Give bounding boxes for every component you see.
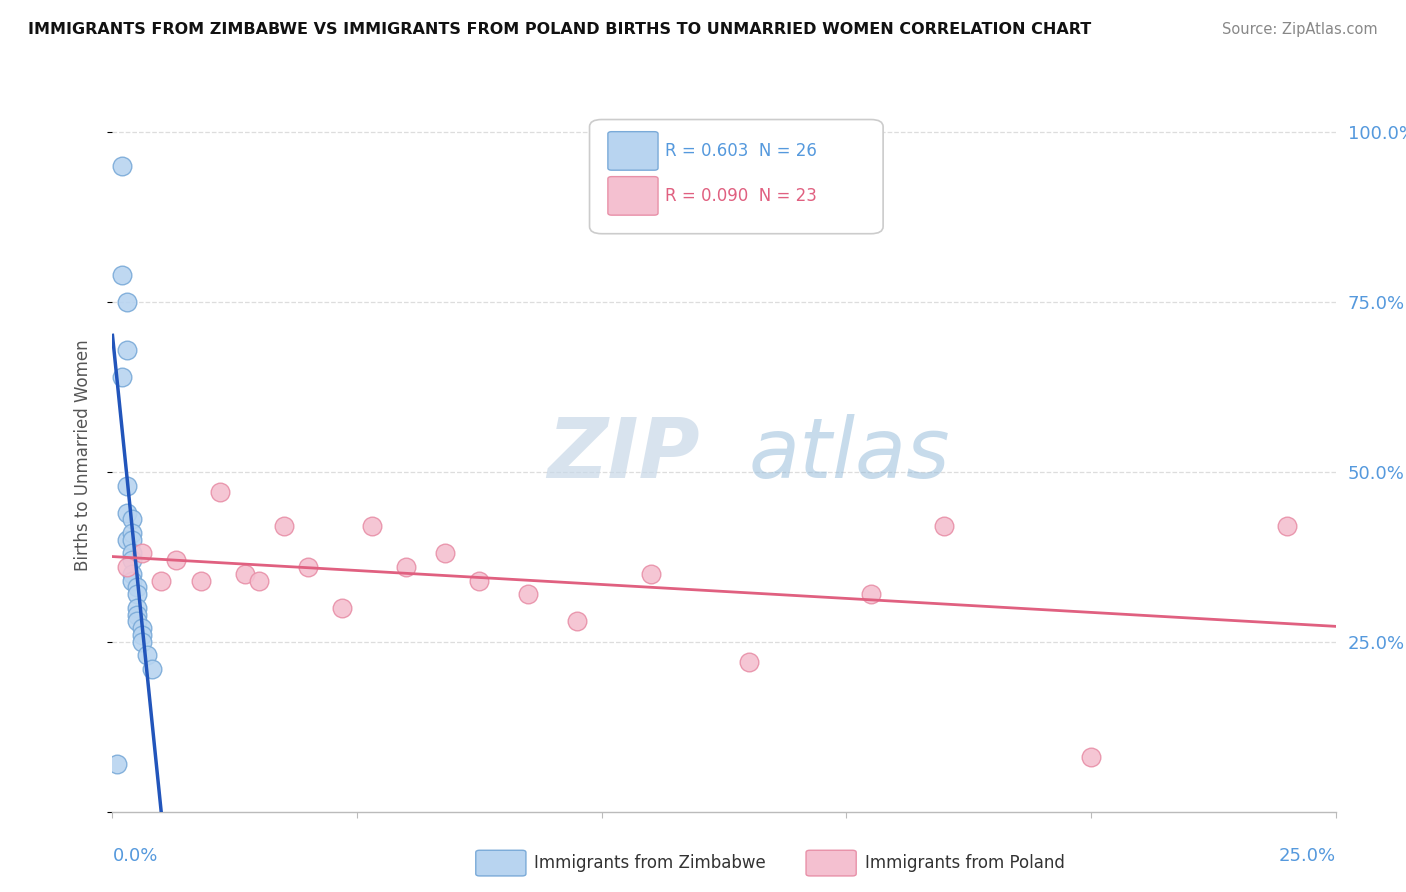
Point xyxy=(395,560,418,574)
FancyBboxPatch shape xyxy=(607,132,658,170)
Point xyxy=(360,519,382,533)
Point xyxy=(640,566,662,581)
Point xyxy=(135,648,157,663)
Point xyxy=(115,533,138,547)
Text: IMMIGRANTS FROM ZIMBABWE VS IMMIGRANTS FROM POLAND BIRTHS TO UNMARRIED WOMEN COR: IMMIGRANTS FROM ZIMBABWE VS IMMIGRANTS F… xyxy=(28,22,1091,37)
Text: atlas: atlas xyxy=(748,415,950,495)
Point xyxy=(125,607,148,622)
Point xyxy=(111,268,134,282)
Point xyxy=(209,485,232,500)
Point xyxy=(131,621,153,635)
FancyBboxPatch shape xyxy=(589,120,883,234)
Text: Immigrants from Zimbabwe: Immigrants from Zimbabwe xyxy=(534,855,766,872)
Point xyxy=(233,566,256,581)
Point xyxy=(121,546,143,560)
Point xyxy=(567,615,589,629)
Point xyxy=(125,600,148,615)
Point xyxy=(131,546,153,560)
Point xyxy=(332,600,354,615)
Text: R = 0.603  N = 26: R = 0.603 N = 26 xyxy=(665,142,817,160)
Point xyxy=(737,655,759,669)
Point xyxy=(125,587,148,601)
Point xyxy=(1275,519,1298,533)
Text: R = 0.090  N = 23: R = 0.090 N = 23 xyxy=(665,187,817,205)
Point xyxy=(111,369,134,384)
Point xyxy=(131,635,153,649)
FancyBboxPatch shape xyxy=(475,850,526,876)
Point xyxy=(859,587,882,601)
Y-axis label: Births to Unmarried Women: Births to Unmarried Women xyxy=(73,339,91,571)
FancyBboxPatch shape xyxy=(607,177,658,215)
Point xyxy=(121,574,143,588)
Text: 25.0%: 25.0% xyxy=(1278,847,1336,865)
Point xyxy=(131,628,153,642)
Text: Source: ZipAtlas.com: Source: ZipAtlas.com xyxy=(1222,22,1378,37)
Text: 0.0%: 0.0% xyxy=(112,847,157,865)
FancyBboxPatch shape xyxy=(806,850,856,876)
Point xyxy=(141,662,163,676)
Point xyxy=(105,757,128,772)
Point xyxy=(150,574,173,588)
Point xyxy=(115,506,138,520)
Text: ZIP: ZIP xyxy=(547,415,700,495)
Point xyxy=(125,581,148,595)
Point xyxy=(247,574,270,588)
Point xyxy=(121,526,143,541)
Point xyxy=(297,560,319,574)
Point xyxy=(111,159,134,173)
Point xyxy=(165,553,187,567)
Point xyxy=(125,615,148,629)
Point xyxy=(121,533,143,547)
Point xyxy=(190,574,212,588)
Point xyxy=(1080,750,1102,764)
Point xyxy=(121,512,143,526)
Point xyxy=(121,553,143,567)
Text: Immigrants from Poland: Immigrants from Poland xyxy=(865,855,1064,872)
Point xyxy=(115,560,138,574)
Point xyxy=(273,519,295,533)
Point xyxy=(517,587,540,601)
Point xyxy=(121,566,143,581)
Point xyxy=(934,519,956,533)
Point xyxy=(115,343,138,357)
Point xyxy=(468,574,491,588)
Point xyxy=(115,295,138,310)
Point xyxy=(434,546,457,560)
Point xyxy=(115,478,138,492)
